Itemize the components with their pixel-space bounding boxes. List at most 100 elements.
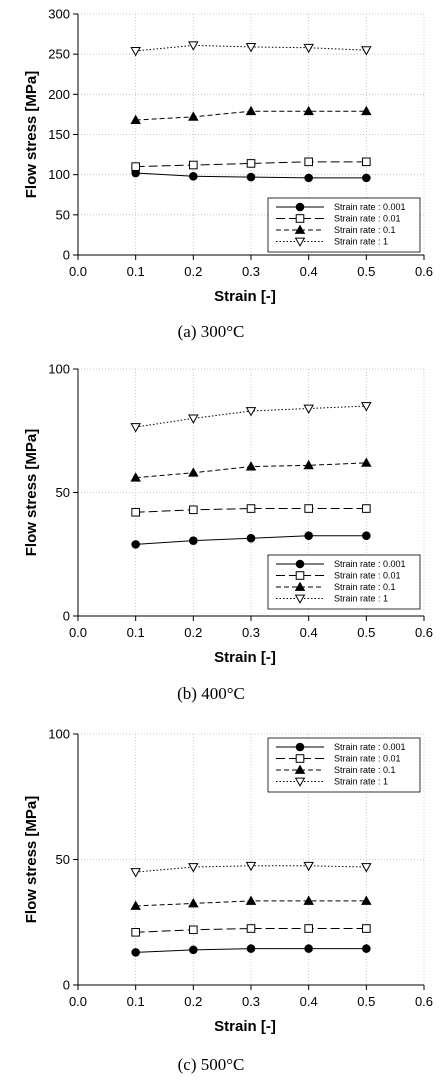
data-point [246,924,256,933]
legend-label: Strain rate : 0.001 [334,202,406,212]
x-axis-title: Strain [-] [214,649,276,666]
y-axis-title: Flow stress [MPa] [23,71,40,199]
legend-label: Strain rate : 0.1 [334,582,396,592]
data-point [189,505,198,515]
data-point [189,171,198,181]
data-point [303,43,314,54]
data-point [130,900,141,910]
data-point [303,861,314,872]
x-tick-label: 0.3 [242,264,260,279]
y-tick-label: 300 [48,7,70,22]
y-tick-label: 50 [56,207,70,222]
legend-marker [295,754,305,763]
data-point [362,944,371,953]
legend-label: Strain rate : 0.001 [334,559,406,569]
legend-label: Strain rate : 0.1 [334,225,396,235]
data-point [131,507,140,517]
data-point [246,944,256,953]
series-1 [131,168,371,183]
legend-marker [295,559,305,569]
data-point [189,536,198,545]
data-point [130,47,141,57]
y-tick-label: 100 [48,167,70,182]
data-point [304,157,313,167]
y-tick-label: 250 [48,47,70,62]
x-tick-label: 0.1 [127,994,145,1009]
data-point [304,944,313,953]
series-3 [130,105,372,124]
legend-marker [294,594,306,604]
data-point [304,504,313,513]
legend-marker [295,571,305,580]
series-1 [131,944,371,957]
data-point [245,105,257,116]
chart-panel-3: 0.0 0.1 0.2 0.3 0.4 0.5 0.6 0 50 100 Strain [-] Flo… [23,727,433,1075]
data-point [245,895,257,905]
series-4 [130,402,372,433]
legend-marker [294,237,306,247]
y-tick-label: 200 [48,87,70,102]
figure-caption: (c) 500°C [178,1055,245,1074]
data-point [246,172,256,182]
figure-caption: (b) 400°C [177,684,245,703]
series-4 [130,41,372,57]
legend-marker [295,202,305,212]
y-axis-title: Flow stress [MPa] [23,796,40,924]
data-point [303,459,314,470]
data-point [130,423,141,433]
x-tick-label: 0.2 [184,625,202,640]
data-point [362,924,371,933]
legend-marker [295,214,305,223]
data-point [188,414,199,424]
data-point [188,111,199,121]
legend-label: Strain rate : 0.01 [334,754,401,764]
figure-caption: (a) 300°C [178,322,245,341]
data-point [246,504,256,513]
chart-panel-2: 0.0 0.1 0.2 0.3 0.4 0.5 0.6 0 50 100 Strain [-] Flo… [23,362,433,704]
data-point [245,461,257,471]
x-tick-label: 0.1 [127,264,145,279]
legend: Strain rate : 0.001 Strain rate : 0.01 Str… [267,737,421,793]
legend-marker [294,764,306,774]
y-axis-title: Flow stress [MPa] [23,429,40,557]
series-1 [131,531,371,549]
y-tick-label: 0 [63,978,70,993]
data-point [304,924,313,933]
x-tick-label: 0.5 [357,994,375,1009]
data-point [245,861,257,872]
data-point [130,868,141,878]
legend-label: Strain rate : 1 [334,237,388,247]
x-tick-label: 0.1 [127,625,145,640]
x-tick-label: 0.2 [184,994,202,1009]
data-point [189,945,198,955]
x-tick-label: 0.0 [69,625,87,640]
series-2 [131,157,371,171]
x-tick-label: 0.4 [300,994,318,1009]
data-point [361,105,372,116]
data-point [361,895,372,905]
data-point [246,533,256,543]
x-tick-label: 0.2 [184,264,202,279]
x-tick-label: 0.6 [415,625,433,640]
x-tick-label: 0.6 [415,994,433,1009]
data-point [361,402,372,412]
legend-marker [294,224,306,234]
x-tick-label: 0.6 [415,264,433,279]
data-point [189,925,198,935]
legend-label: Strain rate : 0.001 [334,742,406,752]
data-point [361,457,372,467]
data-point [188,41,199,51]
data-point [303,404,314,414]
data-point [131,540,140,549]
series-3 [130,457,372,482]
legend-label: Strain rate : 1 [334,777,388,787]
x-tick-label: 0.4 [300,625,318,640]
data-point [362,173,371,183]
data-point [362,157,371,167]
data-point [130,114,141,124]
legend-label: Strain rate : 1 [334,594,388,604]
series-2 [131,504,371,517]
